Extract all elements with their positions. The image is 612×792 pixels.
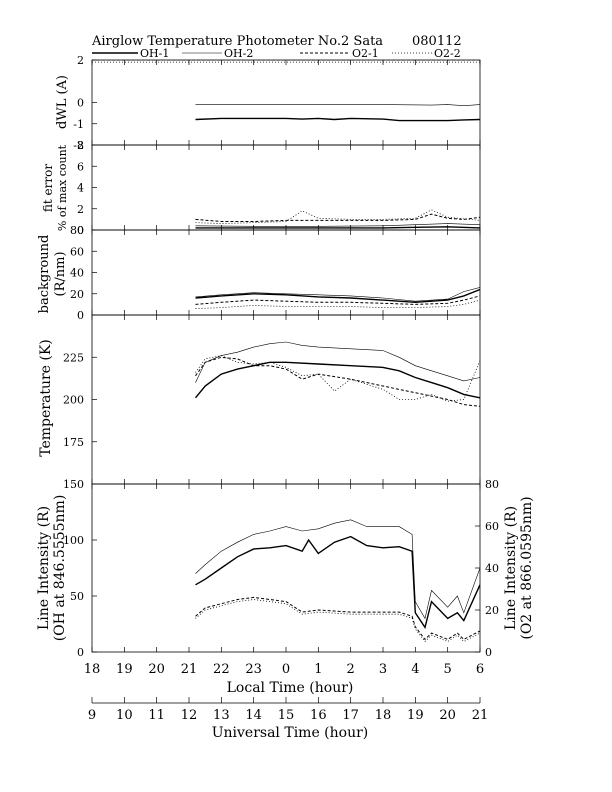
local-time-tick-label: 4 bbox=[411, 662, 419, 677]
temp-series-oh-2 bbox=[195, 341, 480, 383]
universal-time-tick-label: 10 bbox=[116, 708, 133, 723]
local-time-tick-label: 5 bbox=[444, 662, 452, 677]
dwl-ytick-label: 0 bbox=[77, 97, 84, 110]
fit-error-panel: 8 6 4 2 0 bbox=[77, 139, 481, 237]
intensity-series-oh-1 bbox=[195, 535, 480, 630]
temp-series-o2-2 bbox=[195, 355, 480, 402]
intensity-ylabel2: (OH at 846.5555nm) bbox=[52, 495, 68, 642]
local-time-tick-label: 1 bbox=[314, 662, 322, 677]
temp-ytick-label: 200 bbox=[63, 394, 84, 407]
universal-time-tick-label: 13 bbox=[213, 708, 230, 723]
universal-time-tick-label: 11 bbox=[148, 708, 165, 723]
dwl-panel: 2 0 -1 -2 bbox=[73, 54, 481, 152]
intensity-frame bbox=[91, 483, 481, 653]
dwl-ylabel: dWL (A) bbox=[55, 75, 70, 129]
intensity-ytick-right-label: 80 bbox=[485, 478, 499, 491]
intensity-right-ylabel: Line Intensity (R) bbox=[503, 506, 519, 630]
intensity-ytick-label: 150 bbox=[63, 478, 84, 491]
legend-oh1-label: OH-1 bbox=[140, 47, 169, 60]
dwl-series-oh-1 bbox=[195, 117, 480, 122]
intensity-ytick-label: 100 bbox=[63, 534, 84, 547]
bg-ytick-label: 40 bbox=[70, 267, 84, 280]
local-time-tick-label: 0 bbox=[282, 662, 290, 677]
intensity-ytick-label: 0 bbox=[77, 646, 84, 659]
temp-series-oh-1 bbox=[194, 361, 480, 399]
local-time-tick-label: 21 bbox=[181, 662, 198, 677]
local-time-tick-label: 18 bbox=[84, 662, 101, 677]
intensity-ytick-right-label: 20 bbox=[485, 604, 499, 617]
background-panel: 80 60 40 20 0 bbox=[70, 224, 481, 322]
universal-time-tick-label: 21 bbox=[472, 708, 489, 723]
fit-series-oh-2 bbox=[195, 223, 480, 227]
intensity-ylabel: Line Intensity (R) bbox=[36, 506, 52, 630]
local-time-axis: 18 19 20 21 22 23 0 1 2 3 4 5 6 bbox=[84, 662, 484, 677]
line-intensity-panel: 150 100 50 0 80 60 40 20 0 bbox=[63, 478, 499, 659]
bg-series-o2-1 bbox=[195, 295, 480, 305]
local-time-tick-label: 3 bbox=[379, 662, 387, 677]
dwl-series-oh-2 bbox=[195, 104, 480, 107]
bg-ytick-label: 60 bbox=[70, 245, 84, 258]
universal-time-tick-label: 18 bbox=[375, 708, 392, 723]
universal-time-tick-label: 15 bbox=[278, 708, 295, 723]
universal-time-tick-label: 16 bbox=[310, 708, 327, 723]
universal-time-tick-label: 14 bbox=[245, 708, 262, 723]
dwl-ytick-label: 2 bbox=[77, 54, 84, 67]
fit-ytick-label: 4 bbox=[77, 182, 84, 195]
universal-time-tick-label: 19 bbox=[407, 708, 424, 723]
bg-series-oh-2 bbox=[195, 287, 480, 302]
intensity-series-oh-2 bbox=[195, 519, 480, 620]
intensity-ytick-right-label: 40 bbox=[485, 562, 499, 575]
fit-ytick-label: 0 bbox=[77, 224, 84, 237]
local-time-label: Local Time (hour) bbox=[227, 680, 354, 696]
fit-series-o2-1 bbox=[195, 213, 480, 222]
fit-ytick-label: 2 bbox=[77, 203, 84, 216]
fit-ytick-label: 8 bbox=[77, 139, 84, 152]
local-time-tick-label: 2 bbox=[347, 662, 355, 677]
intensity-right-ylabel2: (O2 at 866.0595nm) bbox=[519, 496, 535, 639]
figure-date: 080112 bbox=[412, 34, 462, 49]
intensity-series-o2-1 bbox=[195, 596, 480, 641]
temp-ytick-label: 225 bbox=[63, 351, 84, 364]
local-time-tick-label: 23 bbox=[245, 662, 262, 677]
fit-ytick-label: 6 bbox=[77, 160, 84, 173]
fit-series-oh-1 bbox=[195, 226, 480, 229]
intensity-ytick-right-label: 60 bbox=[485, 520, 499, 533]
universal-time-label: Universal Time (hour) bbox=[212, 725, 369, 741]
temperature-panel: 225 200 175 bbox=[63, 314, 481, 485]
bg-ytick-label: 20 bbox=[70, 288, 84, 301]
dwl-frame bbox=[91, 59, 481, 146]
universal-time-tick-label: 12 bbox=[181, 708, 198, 723]
figure-title: Airglow Temperature Photometer No.2 Sata bbox=[91, 34, 383, 49]
local-time-tick-label: 22 bbox=[213, 662, 230, 677]
temp-frame bbox=[91, 314, 481, 485]
universal-time-tick-label: 20 bbox=[439, 708, 456, 723]
background-ylabel2: (R/nm) bbox=[53, 251, 68, 296]
legend-o22-label: O2-2 bbox=[434, 47, 461, 60]
local-time-tick-label: 6 bbox=[476, 662, 484, 677]
temp-series-o2-1 bbox=[195, 356, 480, 407]
fit-error-ylabel2: % of max count bbox=[56, 144, 69, 231]
universal-time-axis: 9 10 11 12 13 14 15 16 17 18 19 20 21 bbox=[88, 697, 488, 723]
dwl-ytick-label: -1 bbox=[73, 118, 84, 131]
bg-series-oh-1 bbox=[195, 288, 480, 304]
dwl-ytick-label: -2 bbox=[73, 139, 84, 152]
legend-oh2-label: OH-2 bbox=[224, 47, 253, 60]
bg-ytick-label: 80 bbox=[70, 224, 84, 237]
universal-time-tick-label: 9 bbox=[88, 708, 96, 723]
temperature-ylabel: Temperature (K) bbox=[38, 339, 54, 457]
universal-time-tick-label: 17 bbox=[342, 708, 359, 723]
local-time-tick-label: 19 bbox=[116, 662, 133, 677]
temp-ytick-label: 175 bbox=[63, 436, 84, 449]
intensity-ytick-label: 50 bbox=[70, 590, 84, 603]
background-ylabel: background bbox=[37, 235, 52, 314]
local-time-tick-label: 20 bbox=[148, 662, 165, 677]
fit-error-ylabel: fit error bbox=[41, 164, 55, 212]
legend: OH-1 OH-2 O2-1 O2-2 bbox=[92, 47, 461, 60]
legend-o21-label: O2-1 bbox=[352, 47, 379, 60]
intensity-series-o2-2 bbox=[195, 599, 480, 643]
intensity-ytick-right-label: 0 bbox=[485, 646, 492, 659]
bg-ytick-label: 0 bbox=[77, 309, 84, 322]
